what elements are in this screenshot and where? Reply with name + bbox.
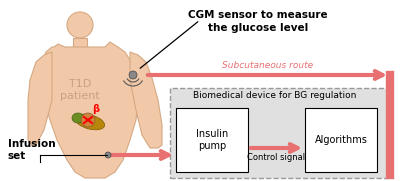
- Bar: [305, 108, 377, 172]
- Circle shape: [105, 152, 111, 158]
- Text: Infusion
set: Infusion set: [8, 139, 56, 161]
- Polygon shape: [42, 42, 138, 178]
- Circle shape: [67, 12, 93, 38]
- Text: β: β: [92, 104, 100, 114]
- Polygon shape: [130, 52, 162, 148]
- Text: T1D
patient: T1D patient: [60, 79, 100, 101]
- Text: CGM sensor to measure
the glucose level: CGM sensor to measure the glucose level: [188, 10, 328, 33]
- Bar: [176, 108, 248, 172]
- Circle shape: [81, 113, 95, 127]
- Text: Biomedical device for BG regulation: Biomedical device for BG regulation: [193, 90, 357, 100]
- Ellipse shape: [72, 113, 84, 123]
- Ellipse shape: [75, 114, 105, 130]
- Bar: [170, 88, 390, 178]
- Text: Algorithms: Algorithms: [314, 135, 368, 145]
- Polygon shape: [28, 52, 52, 145]
- Polygon shape: [73, 38, 87, 47]
- Text: Control signal: Control signal: [248, 153, 306, 163]
- Text: Insulin
pump: Insulin pump: [196, 129, 228, 151]
- Text: Subcutaneous route: Subcutaneous route: [222, 60, 314, 70]
- Circle shape: [129, 71, 137, 79]
